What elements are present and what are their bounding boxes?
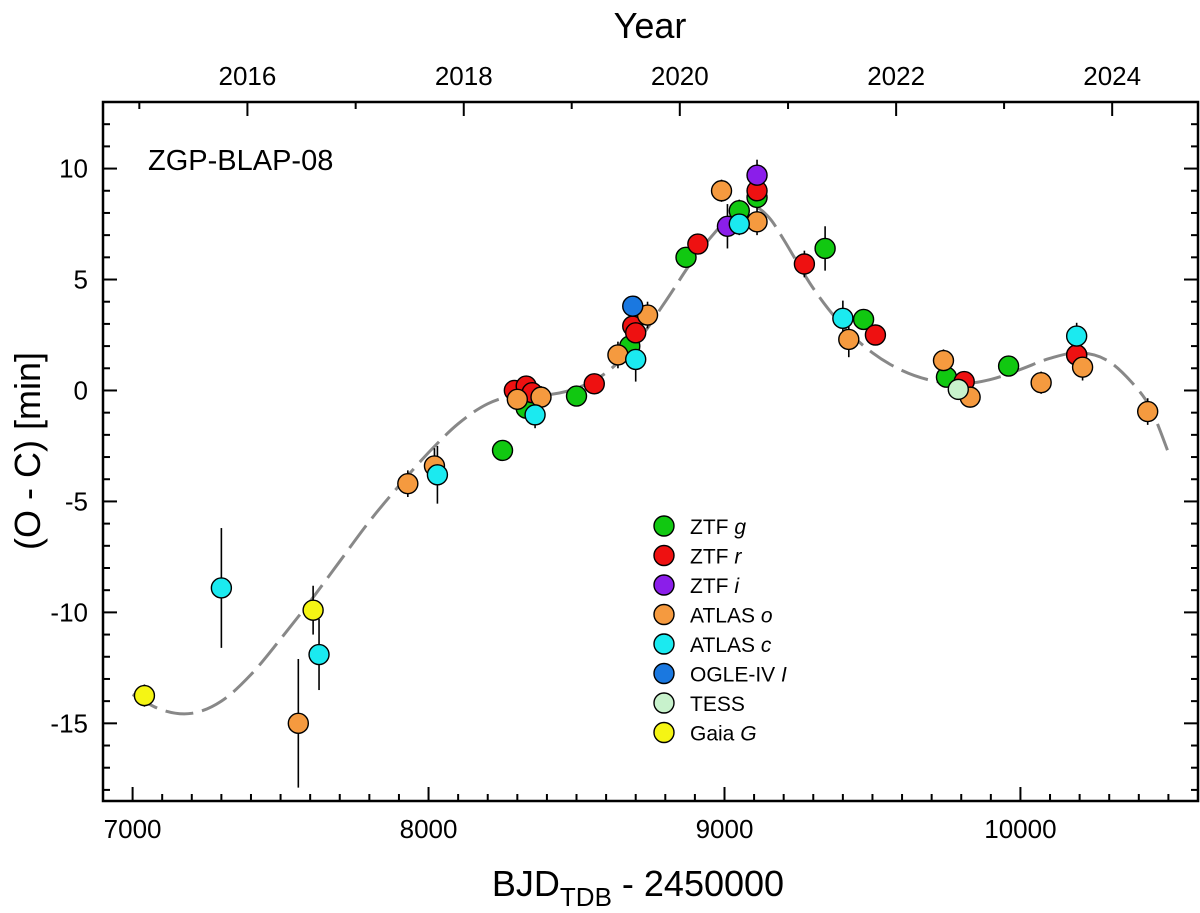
- x-axis-label-main: BJD: [492, 863, 560, 904]
- point-ogle-iv-i: [622, 295, 644, 317]
- point-atlas-c: [210, 577, 233, 599]
- point-atlas-o: [397, 472, 419, 495]
- point-ztf-g: [565, 385, 588, 407]
- legend: ZTF g ZTF r ZTF i ATLAS o ATLAS c OGLE-IV I TE…: [653, 515, 787, 746]
- legend-marker-ztf-i: [653, 574, 675, 596]
- point-gaia-g: [302, 599, 324, 621]
- legend-label-ztf-g: ZTF g: [690, 516, 746, 539]
- point-ztf-r: [687, 233, 709, 255]
- y-tick-label: 10: [59, 154, 88, 184]
- point-ztf-g: [814, 237, 836, 260]
- point-atlas-o: [607, 344, 629, 366]
- year-tick-label: 2022: [867, 61, 925, 91]
- point-ztf-r: [793, 253, 816, 275]
- year-tick-label: 2018: [435, 61, 493, 91]
- y-tick-label: -15: [50, 708, 88, 738]
- legend-marker-atlas-o: [653, 603, 675, 626]
- legend-marker-gaia-g: [653, 721, 675, 744]
- tick-labels: 2016 2018 2020 2022 2024 7000 8000 9000 10000 -15…: [50, 61, 1141, 844]
- x-axis-label-suffix: - 2450000: [612, 863, 784, 904]
- y-tick-label: 5: [74, 265, 88, 295]
- point-atlas-o: [932, 349, 955, 372]
- x-axis-label: BJDTDB - 2450000: [492, 863, 784, 912]
- legend-marker-ogle-iv-i: [653, 662, 675, 685]
- legend-label-atlas-c: ATLAS c: [690, 634, 772, 657]
- point-ztf-r: [864, 324, 887, 346]
- point-atlas-c: [1065, 325, 1088, 347]
- point-ztf-g: [491, 439, 514, 462]
- legend-label-atlas-o: ATLAS o: [690, 605, 773, 628]
- legend-label-tess: TESS: [690, 693, 745, 716]
- legend-label-ztf-i: ZTF i: [690, 575, 740, 598]
- legend-marker-ztf-r: [653, 544, 675, 567]
- point-atlas-o: [1136, 400, 1159, 423]
- point-atlas-c: [524, 404, 546, 426]
- y-tick-label: 0: [74, 375, 88, 405]
- y-axis-label: (O - C) [min]: [7, 352, 48, 550]
- top-axis-label: Year: [614, 5, 687, 46]
- star-name-label: ZGP-BLAP-08: [148, 145, 333, 177]
- x-axis-label-subscript: TDB: [560, 882, 612, 912]
- point-atlas-o: [287, 712, 310, 735]
- point-ztf-r: [583, 373, 605, 395]
- x-tick-label: 8000: [400, 814, 458, 844]
- point-ztf-r: [625, 322, 647, 344]
- legend-marker-ztf-g: [653, 515, 675, 537]
- x-tick-label: 7000: [104, 814, 162, 844]
- legend-marker-tess: [653, 692, 675, 714]
- y-tick-label: -5: [65, 486, 88, 516]
- legend-label-gaia-g: Gaia G: [690, 723, 757, 746]
- point-atlas-c: [832, 307, 854, 330]
- point-atlas-c: [625, 348, 647, 371]
- x-tick-label: 10000: [984, 814, 1056, 844]
- point-gaia-g: [133, 684, 156, 707]
- point-atlas-o: [746, 211, 768, 233]
- year-tick-label: 2024: [1083, 61, 1141, 91]
- error-bars: [143, 159, 1149, 788]
- point-tess: [947, 378, 969, 401]
- point-ztf-g: [852, 308, 875, 331]
- point-ztf-g: [675, 246, 697, 269]
- point-ztf-i: [746, 164, 768, 186]
- year-tick-label: 2020: [651, 61, 709, 91]
- legend-marker-atlas-c: [653, 633, 675, 655]
- point-atlas-c: [728, 213, 750, 235]
- point-ztf-g: [997, 355, 1020, 377]
- plot-frame: [101, 100, 1200, 803]
- point-atlas-o: [506, 388, 529, 411]
- point-atlas-c: [426, 464, 449, 486]
- point-atlas-o: [1030, 372, 1052, 394]
- point-atlas-o: [1071, 356, 1094, 378]
- point-atlas-o: [530, 386, 552, 408]
- year-tick-label: 2016: [218, 61, 276, 91]
- point-atlas-o: [710, 180, 733, 202]
- legend-label-ogle-iv-i: OGLE-IV I: [690, 664, 787, 687]
- axis-ticks: [103, 102, 1198, 801]
- y-tick-label: -10: [50, 597, 88, 627]
- data-points: [133, 164, 1159, 735]
- point-atlas-c: [308, 643, 330, 666]
- fit-curve: [131, 204, 1170, 716]
- legend-label-ztf-r: ZTF r: [690, 546, 742, 569]
- point-atlas-o: [838, 328, 860, 351]
- x-tick-label: 9000: [696, 814, 754, 844]
